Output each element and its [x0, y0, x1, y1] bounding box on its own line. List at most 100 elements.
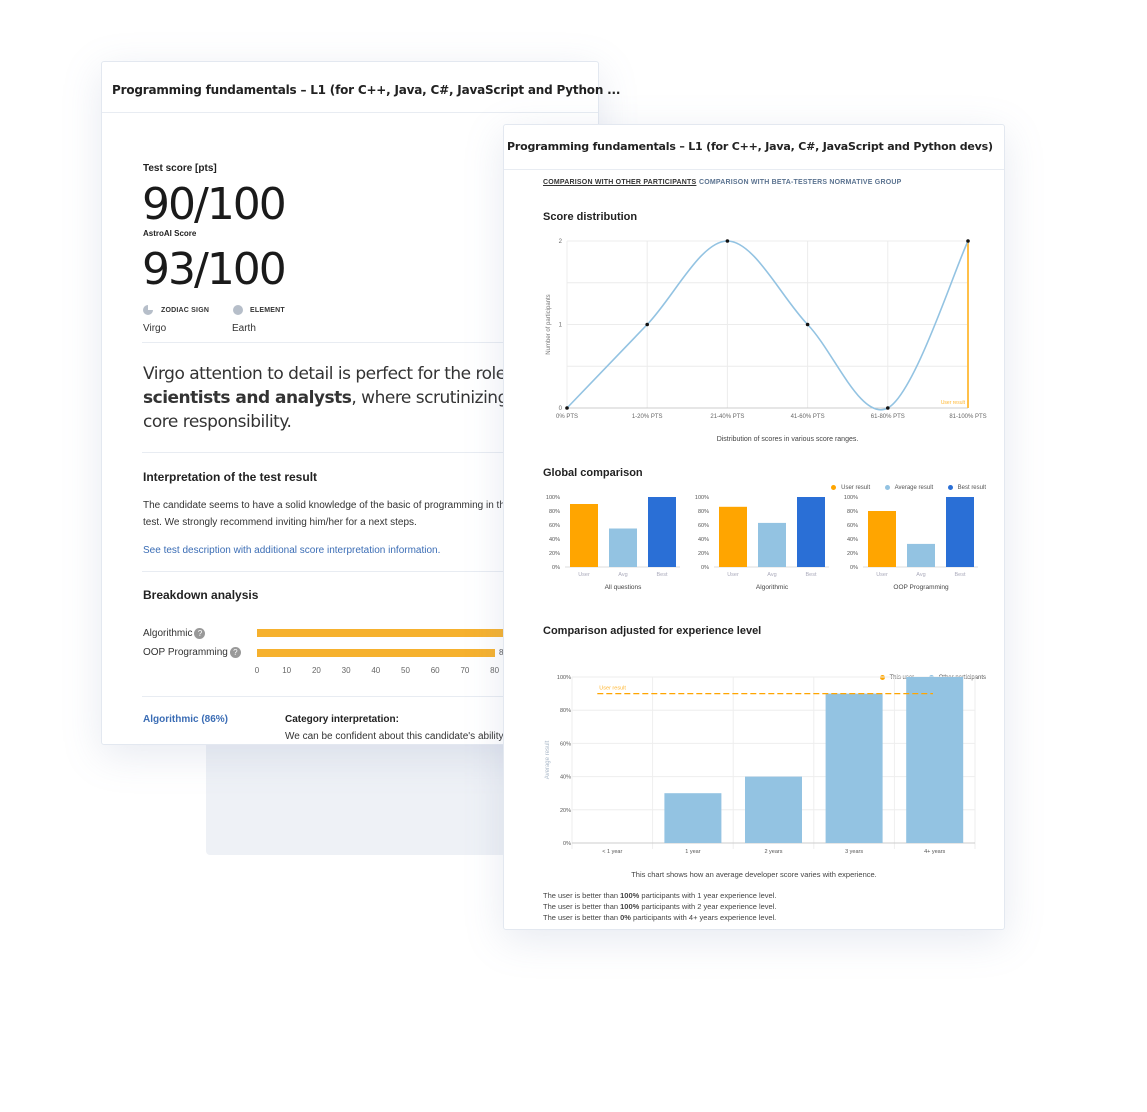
bar — [797, 497, 825, 567]
zodiac-value: Virgo — [143, 323, 167, 334]
y-tick-label: 20% — [560, 808, 571, 814]
user-result-label: User result — [599, 686, 626, 692]
y-tick-label: 80% — [847, 509, 858, 515]
y-tick-label: 80% — [698, 509, 709, 515]
bar — [719, 506, 747, 567]
y-tick-label: 20% — [847, 551, 858, 557]
y-tick-label: 80% — [549, 509, 560, 515]
y-tick-label: 80% — [560, 708, 571, 714]
breakdown-tick: 80 — [490, 666, 500, 675]
x-tick-label: 1 year — [685, 849, 700, 855]
experience-notes: The user is better than 100% participant… — [543, 890, 776, 923]
y-tick-label: 100% — [844, 495, 858, 501]
breakdown-value-oop: 8 — [499, 648, 504, 657]
y-tick-label: 20% — [549, 551, 560, 557]
x-tick-label: 1-20% PTS — [632, 414, 663, 420]
x-tick-label: 61-80% PTS — [871, 414, 905, 420]
user-result-label: User result — [941, 400, 966, 406]
x-tick-label: Avg — [767, 572, 776, 578]
breakdown-bar-algorithmic — [257, 629, 513, 637]
data-point — [725, 239, 730, 243]
interpretation-title: Interpretation of the test result — [143, 470, 318, 484]
y-tick-label: 0% — [701, 565, 709, 571]
x-tick-label: 21-40% PTS — [710, 414, 744, 420]
y-tick-label: 100% — [557, 675, 571, 681]
bar — [868, 511, 896, 567]
experience-chart: 0% 20% 40% 60% 80% 100% Average result < 1 year… — [545, 675, 976, 855]
distribution-line — [566, 240, 969, 411]
data-point — [565, 406, 569, 410]
help-icon[interactable]: ? — [194, 628, 206, 639]
astro-label: AstroAI Score — [143, 229, 197, 238]
bar — [745, 776, 802, 843]
element-value: Earth — [232, 323, 256, 334]
category-text: We can be confident about this candidate… — [285, 731, 515, 742]
breakdown-tick: 60 — [430, 666, 440, 675]
y-tick-label: 40% — [560, 775, 571, 781]
group-label: All questions — [605, 584, 643, 591]
x-tick-label: Avg — [916, 572, 925, 578]
zodiac-label: ZODIAC SIGN — [161, 307, 210, 314]
x-tick-label: < 1 year — [602, 849, 622, 855]
category-title: Category interpretation: — [285, 714, 399, 725]
note: The user is better than 0% participants … — [543, 913, 777, 922]
x-tick-label: 3 years — [845, 849, 863, 855]
bar — [609, 528, 637, 567]
note: The user is better than 100% participant… — [543, 902, 777, 911]
y-tick-label: 0% — [850, 565, 858, 571]
group-label: Algorithmic — [756, 584, 789, 591]
x-tick-label: 4+ years — [924, 849, 945, 855]
bar — [906, 677, 964, 843]
data-point — [886, 406, 890, 410]
tab-other-participants[interactable]: COMPARISON WITH OTHER PARTICIPANTS — [543, 179, 697, 186]
bar — [570, 504, 598, 567]
y-tick-label: 100% — [695, 495, 709, 501]
global-comparison-chart: 0% 20% 40% 60% 80% 100% User Avg Best All questio… — [546, 495, 978, 591]
y-tick-label: 60% — [698, 523, 709, 529]
bar — [825, 693, 883, 843]
y-tick-label: 20% — [698, 551, 709, 557]
x-tick-label: Best — [805, 572, 816, 578]
y-tick-label: 2 — [559, 239, 563, 245]
score-distribution-chart: 0% PTS 1-20% PTS 21-40% PTS 41-60% PTS 61-80… — [546, 239, 987, 443]
test-score: 90/100 — [142, 179, 287, 230]
breakdown-tick: 20 — [311, 666, 321, 675]
clock-icon — [233, 305, 243, 315]
y-tick-label: 0% — [552, 565, 560, 571]
y-axis-label: Number of participants — [546, 294, 552, 354]
x-tick-label: Avg — [618, 572, 627, 578]
test-score-label: Test score [pts] — [143, 163, 217, 174]
note: The user is better than 100% participant… — [543, 891, 777, 900]
breakdown-label-algorithmic: Algorithmic? — [143, 628, 206, 639]
interpretation-text: The candidate seems to have a solid know… — [143, 500, 524, 511]
x-axis-label: Distribution of scores in various score … — [717, 436, 859, 443]
card-title: Programming fundamentals – L1 (for C++, … — [507, 140, 993, 153]
bar — [758, 522, 786, 567]
y-tick-label: 0 — [559, 406, 563, 412]
zodiac-icon — [143, 305, 153, 315]
category-link[interactable]: Algorithmic (86%) — [143, 714, 229, 725]
element-label: ELEMENT — [250, 307, 285, 314]
experience-title: Comparison adjusted for experience level — [543, 625, 762, 637]
y-tick-label: 1 — [559, 323, 563, 329]
y-tick-label: 40% — [549, 537, 560, 543]
test-description-link[interactable]: See test description with additional sco… — [143, 545, 441, 556]
x-tick-label: User — [876, 572, 888, 578]
y-tick-label: 60% — [847, 523, 858, 529]
x-tick-label: User — [578, 572, 590, 578]
card-title: Programming fundamentals – L1 (for C++, … — [112, 83, 621, 97]
data-point — [966, 239, 970, 243]
x-tick-label: 2 years — [764, 849, 782, 855]
help-icon[interactable]: ? — [229, 647, 241, 658]
breakdown-tick: 10 — [282, 666, 292, 675]
experience-caption: This chart shows how an average develope… — [631, 870, 877, 879]
bar — [664, 793, 722, 843]
zodiac-blurb: Virgo attention to detail is perfect for… — [143, 364, 533, 432]
x-tick-label: 0% PTS — [556, 414, 578, 420]
bar — [946, 497, 974, 567]
breakdown-tick: 30 — [341, 666, 351, 675]
breakdown-tick: 70 — [460, 666, 470, 675]
y-tick-label: 0% — [563, 841, 571, 847]
tab-beta-testers[interactable]: COMPARISON WITH BETA-TESTERS NORMATIVE G… — [699, 179, 902, 186]
breakdown-tick: 50 — [401, 666, 410, 675]
